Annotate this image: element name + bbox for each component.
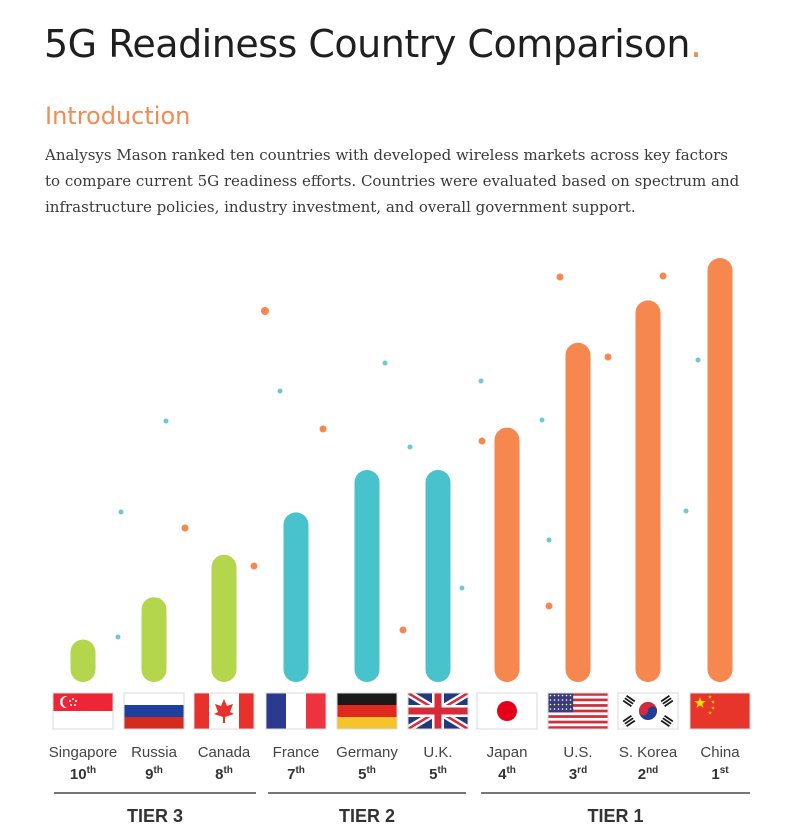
country-label-singapore: Singapore bbox=[49, 744, 117, 761]
country-label-canada: Canada bbox=[198, 744, 251, 761]
tier-group-3: TIER 3 bbox=[54, 792, 256, 826]
japan-flag bbox=[476, 692, 538, 730]
south-korea-flag bbox=[617, 692, 679, 730]
decorative-dots bbox=[115, 272, 701, 640]
tier-group-2: TIER 2 bbox=[268, 792, 466, 826]
bar-u-s bbox=[565, 342, 591, 682]
bar-russia bbox=[141, 597, 167, 682]
rank-label-china: 1st bbox=[711, 765, 729, 783]
country-label-u-s: U.S. bbox=[563, 744, 592, 761]
bar-canada bbox=[211, 554, 237, 682]
decorative-dot bbox=[261, 307, 269, 315]
us-flag bbox=[547, 692, 609, 730]
page-title: 5G Readiness Country Comparison. bbox=[44, 22, 702, 66]
rank-label-u-k: 5th bbox=[429, 765, 447, 783]
bar-u-k bbox=[425, 470, 451, 682]
singapore-flag bbox=[52, 692, 114, 730]
bar-germany bbox=[354, 470, 380, 682]
canada-flag bbox=[193, 692, 255, 730]
rank-label-singapore: 10th bbox=[70, 765, 96, 783]
tier-group-1: TIER 1 bbox=[481, 792, 750, 826]
decorative-dot bbox=[382, 360, 388, 366]
rank-label-s-korea: 2nd bbox=[638, 765, 659, 783]
decorative-dot bbox=[539, 417, 545, 423]
decorative-dot bbox=[478, 378, 484, 384]
country-label-france: France bbox=[273, 744, 320, 761]
decorative-dot bbox=[250, 562, 258, 570]
flags-group bbox=[52, 692, 751, 730]
tier-label-1: TIER 1 bbox=[587, 806, 643, 826]
intro-paragraph: Analysys Mason ranked ten countries with… bbox=[45, 142, 740, 220]
country-label-u-k: U.K. bbox=[423, 744, 452, 761]
rank-label-u-s: 3rd bbox=[569, 765, 587, 783]
decorative-dot bbox=[399, 626, 407, 634]
decorative-dot bbox=[459, 585, 465, 591]
decorative-dot bbox=[546, 537, 552, 543]
country-labels-group: Singapore 10th Russia 9th Canada 8th France 7th… bbox=[49, 744, 740, 783]
tier-label-2: TIER 2 bbox=[339, 806, 395, 826]
china-flag bbox=[689, 692, 751, 730]
uk-flag bbox=[407, 692, 469, 730]
bar-singapore bbox=[70, 639, 96, 682]
decorative-dot bbox=[163, 418, 169, 424]
germany-flag bbox=[336, 692, 398, 730]
rank-label-germany: 5th bbox=[358, 765, 376, 783]
intro-line-2: to compare current 5G readiness efforts.… bbox=[45, 172, 740, 190]
decorative-dot bbox=[683, 508, 689, 514]
russia-flag bbox=[123, 692, 185, 730]
decorative-dot bbox=[115, 634, 121, 640]
bar-china bbox=[707, 258, 733, 682]
country-label-china: China bbox=[700, 744, 740, 761]
rank-label-japan: 4th bbox=[498, 765, 516, 783]
rank-label-france: 7th bbox=[287, 765, 305, 783]
tier-groups: TIER 3 TIER 2 TIER 1 bbox=[54, 792, 750, 826]
country-label-russia: Russia bbox=[131, 744, 178, 761]
rank-label-canada: 8th bbox=[215, 765, 233, 783]
title-accent-dot: . bbox=[689, 22, 702, 66]
bar-japan bbox=[494, 427, 520, 682]
country-label-germany: Germany bbox=[336, 744, 398, 761]
rank-label-russia: 9th bbox=[145, 765, 163, 783]
tier-label-3: TIER 3 bbox=[127, 806, 183, 826]
decorative-dot bbox=[545, 602, 553, 610]
decorative-dot bbox=[319, 425, 327, 433]
country-label-s-korea: S. Korea bbox=[619, 744, 678, 761]
decorative-dot bbox=[478, 437, 486, 445]
intro-line-3: infrastructure policies, industry invest… bbox=[45, 198, 636, 216]
france-flag bbox=[265, 692, 327, 730]
decorative-dot bbox=[181, 524, 189, 532]
bar-france bbox=[283, 512, 309, 682]
decorative-dot bbox=[407, 444, 413, 450]
bar-s-korea bbox=[635, 300, 661, 682]
country-label-japan: Japan bbox=[487, 744, 528, 761]
section-heading-introduction: Introduction bbox=[45, 102, 191, 130]
decorative-dot bbox=[659, 272, 667, 280]
decorative-dot bbox=[277, 388, 283, 394]
decorative-dot bbox=[556, 273, 564, 281]
decorative-dot bbox=[695, 357, 701, 363]
page-title-text: 5G Readiness Country Comparison bbox=[44, 22, 690, 66]
decorative-dot bbox=[604, 353, 612, 361]
readiness-bar-chart: Singapore 10th Russia 9th Canada 8th France 7th… bbox=[49, 258, 751, 826]
decorative-dot bbox=[118, 509, 124, 515]
intro-line-1: Analysys Mason ranked ten countries with… bbox=[45, 146, 728, 164]
bars-group bbox=[70, 258, 733, 682]
